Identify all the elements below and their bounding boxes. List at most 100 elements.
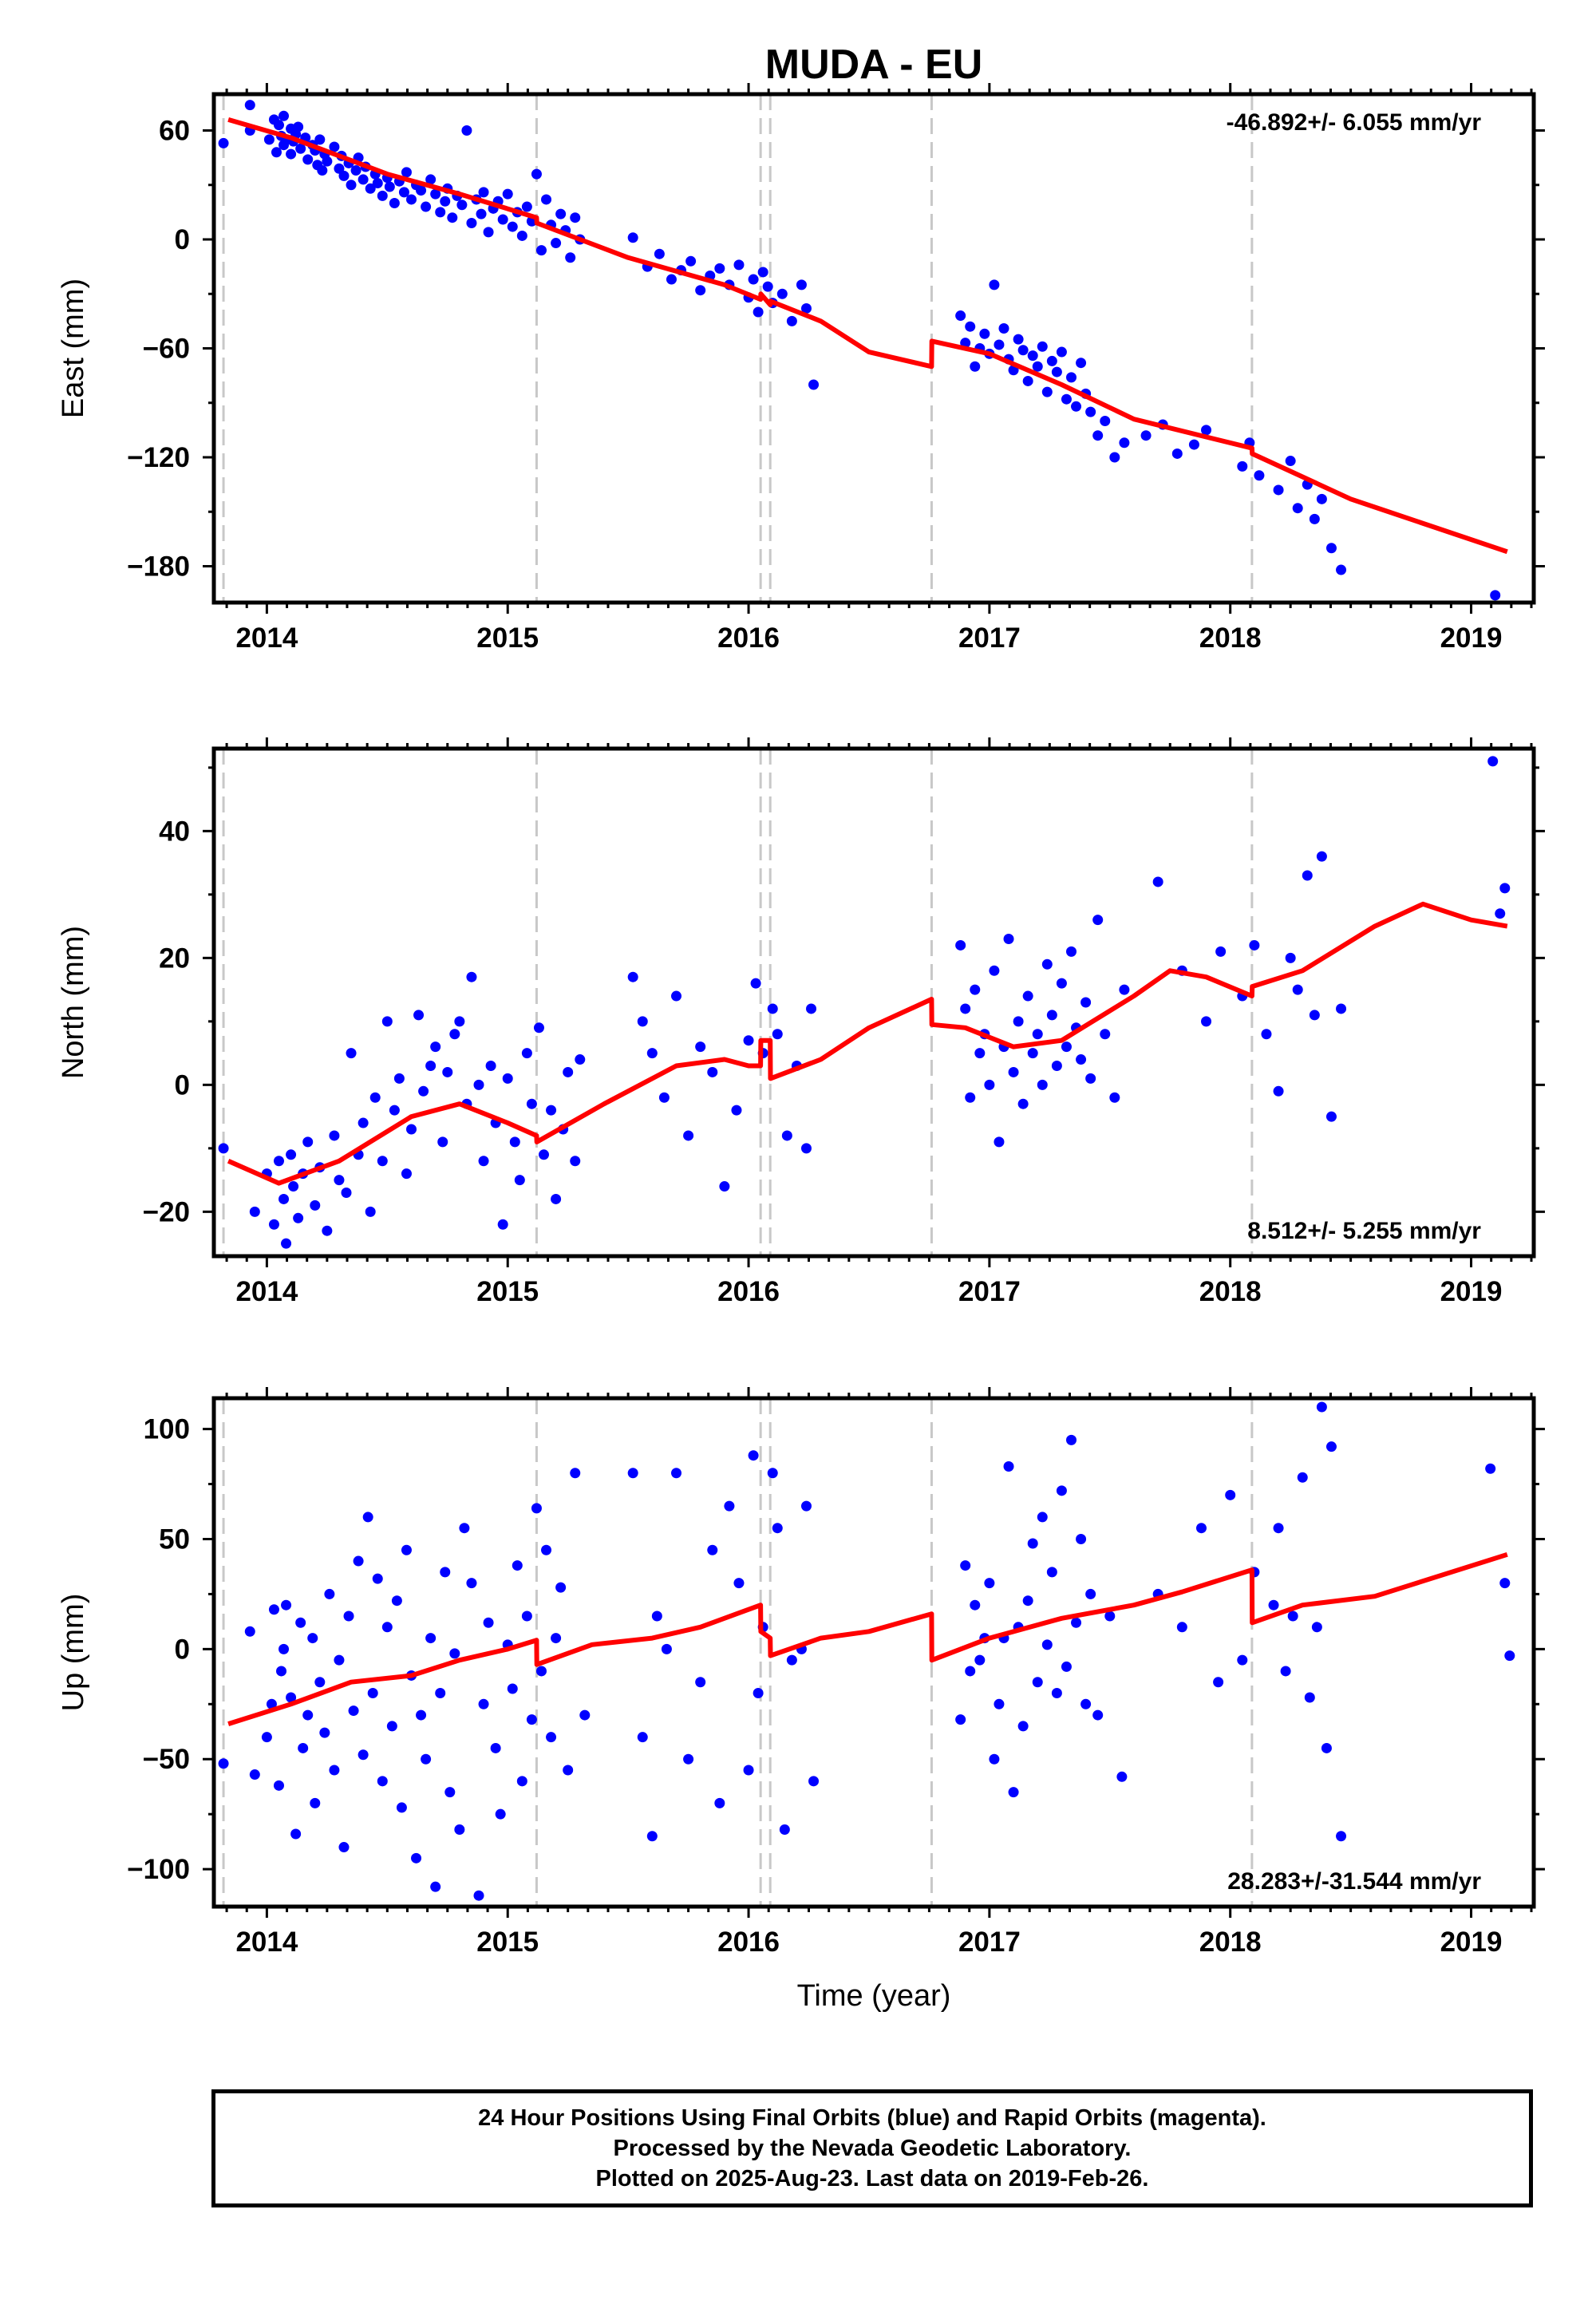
- data-point: [367, 1688, 378, 1699]
- data-point: [1027, 1048, 1038, 1059]
- data-point: [1316, 493, 1327, 504]
- data-point: [386, 1721, 397, 1732]
- x-tick-label: 2018: [1199, 622, 1262, 654]
- data-point: [800, 1143, 812, 1154]
- data-point: [362, 1512, 373, 1523]
- data-point: [401, 167, 412, 178]
- data-point: [430, 1881, 441, 1892]
- data-point: [381, 1622, 393, 1633]
- data-point: [302, 1136, 314, 1148]
- data-point: [350, 165, 361, 176]
- data-point: [365, 183, 376, 194]
- data-point: [1085, 1588, 1096, 1599]
- data-point: [539, 1149, 549, 1160]
- data-point: [466, 1578, 477, 1589]
- data-point: [955, 1714, 966, 1725]
- y-tick-label: −120: [127, 442, 190, 473]
- data-point: [1119, 437, 1130, 449]
- data-point: [293, 1212, 304, 1223]
- data-point: [685, 255, 697, 267]
- data-point: [497, 214, 508, 225]
- data-point: [444, 1787, 456, 1798]
- data-point: [1022, 990, 1033, 1002]
- y-axis-label: North (mm): [57, 926, 90, 1079]
- data-point: [1008, 1066, 1019, 1077]
- data-point: [1046, 355, 1057, 366]
- data-point: [353, 1555, 364, 1567]
- data-point: [707, 1066, 718, 1077]
- data-point: [683, 1753, 694, 1765]
- data-point: [1076, 358, 1087, 369]
- data-point: [447, 212, 458, 223]
- data-point: [396, 1802, 407, 1813]
- data-point: [555, 208, 567, 219]
- data-point: [507, 1683, 518, 1694]
- x-tick-label: 2015: [476, 1276, 539, 1307]
- data-point: [1109, 1092, 1120, 1103]
- data-point: [1051, 366, 1062, 377]
- data-point: [1171, 448, 1183, 459]
- data-point: [570, 212, 581, 223]
- data-point: [430, 1041, 441, 1053]
- data-point: [671, 1468, 682, 1479]
- data-point: [437, 1136, 448, 1148]
- data-point: [261, 1732, 272, 1743]
- data-point: [772, 1523, 783, 1534]
- data-point: [724, 1500, 735, 1512]
- data-point: [1201, 1016, 1212, 1027]
- data-point: [695, 285, 706, 296]
- x-tick-label: 2017: [958, 1927, 1021, 1958]
- data-point: [281, 1238, 292, 1249]
- x-tick-label: 2019: [1440, 622, 1503, 654]
- data-point: [1176, 1622, 1187, 1633]
- data-point: [989, 965, 1000, 976]
- data-point: [627, 1468, 638, 1479]
- data-point: [1287, 1611, 1298, 1622]
- rate-label: 8.512+/- 5.255 mm/yr: [1247, 1218, 1481, 1244]
- data-point: [502, 188, 513, 200]
- data-point: [425, 174, 437, 185]
- data-point: [381, 1016, 393, 1027]
- data-point: [1022, 1595, 1033, 1607]
- data-point: [1056, 346, 1067, 358]
- data-point: [1201, 425, 1212, 436]
- data-point: [271, 147, 282, 158]
- x-tick-label: 2019: [1440, 1927, 1503, 1958]
- data-point: [435, 1688, 446, 1699]
- data-point: [442, 1066, 453, 1077]
- data-point: [767, 1468, 778, 1479]
- data-point: [1140, 430, 1152, 441]
- data-point: [637, 1016, 648, 1027]
- data-point: [1504, 1650, 1515, 1662]
- data-point: [268, 1604, 279, 1615]
- data-point: [502, 1073, 513, 1084]
- data-point: [570, 1468, 581, 1479]
- data-point: [401, 1544, 412, 1555]
- data-point: [970, 984, 981, 995]
- footer-line-2: Processed by the Nevada Geodetic Laborat…: [613, 2136, 1132, 2161]
- data-point: [329, 141, 340, 152]
- data-point: [288, 1181, 299, 1192]
- data-point: [473, 1890, 484, 1901]
- model-line: [227, 117, 1508, 555]
- data-point: [456, 200, 468, 211]
- y-tick-label: 0: [175, 1634, 190, 1665]
- data-point: [719, 1181, 730, 1192]
- data-point: [279, 110, 290, 121]
- data-point: [1336, 1003, 1347, 1014]
- data-point: [478, 1698, 489, 1709]
- y-tick-label: −100: [127, 1854, 190, 1885]
- y-tick-label: 40: [159, 816, 190, 847]
- x-tick-label: 2014: [235, 1927, 298, 1958]
- data-point: [391, 1595, 402, 1607]
- data-point: [695, 1677, 706, 1688]
- data-point: [1119, 984, 1130, 995]
- data-point: [1085, 406, 1096, 417]
- data-point: [671, 990, 682, 1002]
- data-point: [295, 143, 306, 154]
- data-point: [1037, 1079, 1048, 1090]
- data-point: [1213, 1677, 1224, 1688]
- data-point: [322, 1225, 333, 1236]
- data-point: [273, 1780, 284, 1791]
